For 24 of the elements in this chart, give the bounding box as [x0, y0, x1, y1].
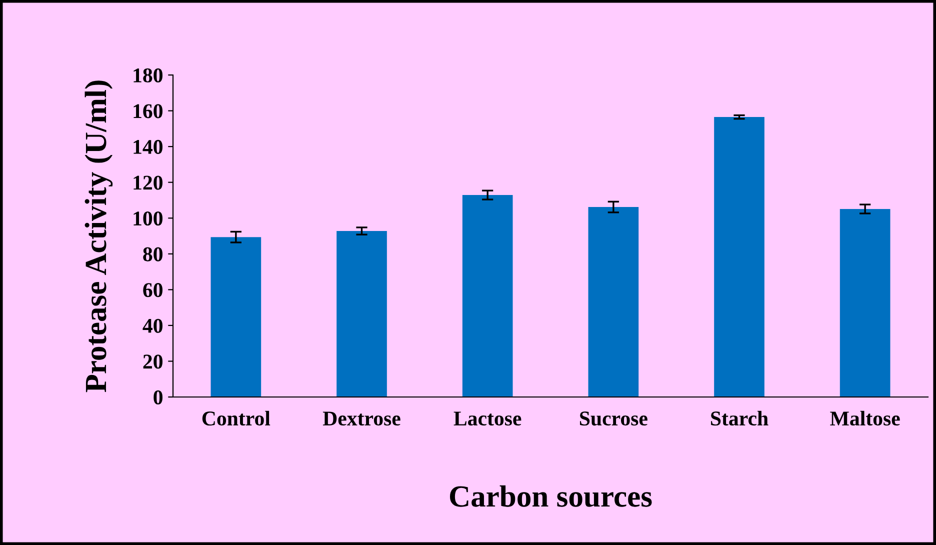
bar [588, 207, 639, 397]
x-tick-label: Control [202, 410, 270, 426]
x-tick-label: Maltose [830, 410, 900, 426]
y-tick-label: 0 [154, 390, 162, 404]
y-tick-label: 40 [142, 318, 162, 333]
y-tick-label: 100 [134, 211, 162, 226]
y-tick-label: 140 [134, 140, 162, 154]
x-tick-label: Lactose [454, 412, 522, 426]
bar [840, 208, 890, 397]
y-tick-label: 80 [143, 247, 162, 262]
y-tick-label: 120 [134, 176, 162, 190]
x-tick-label: Sucrose [580, 412, 648, 426]
bar [714, 117, 764, 397]
y-tick-label: 180 [134, 68, 162, 82]
bar [462, 195, 513, 397]
x-axis-title: Carbon sources [450, 485, 652, 507]
y-tick-label: 160 [134, 104, 162, 118]
bar [210, 237, 262, 397]
x-tick-label: Starch [711, 410, 768, 426]
bar [336, 230, 387, 397]
x-tick-label: Dextrose [322, 412, 400, 426]
y-tick-label: 60 [143, 283, 162, 298]
y-axis-title: Protease Activity (U/ml) [84, 80, 113, 392]
y-tick-label: 20 [143, 354, 162, 369]
